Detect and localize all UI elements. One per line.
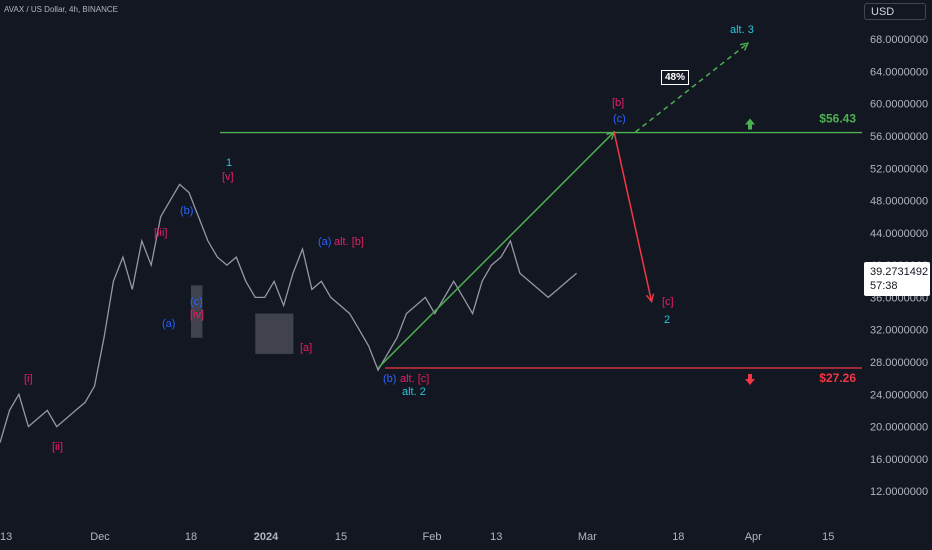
chart-title: AVAX / US Dollar, 4h, BINANCE [4,5,118,14]
price-tick-10: 28.0000000 [870,357,928,369]
date-tick-5: Feb [423,531,442,543]
price-tick-1: 64.0000000 [870,66,928,78]
price-tick-9: 32.0000000 [870,325,928,337]
zone-1 [255,313,294,354]
date-tick-2: 18 [185,531,197,543]
price-tick-6: 44.0000000 [870,228,928,240]
price-tick-0: 68.0000000 [870,34,928,46]
wave-label-14: alt. 2 [402,386,426,398]
projection-arrowhead-2 [739,42,750,51]
wave-label-4: (b) [180,205,193,217]
wave-label-19: alt. 3 [730,24,754,36]
current-price-box: 39.2731492 57:38 [864,262,930,296]
wave-label-15: [b] [612,97,624,109]
price-tick-12: 20.0000000 [870,422,928,434]
price-tick-11: 24.0000000 [870,389,928,401]
price-tick-3: 56.0000000 [870,131,928,143]
projection-0 [377,131,615,369]
date-tick-10: 15 [822,531,834,543]
consolidation-zones [191,285,294,354]
zone-0 [191,285,203,338]
wave-label-5: (c) [190,296,203,308]
date-tick-1: Dec [90,531,110,543]
wave-label-2: (a) [162,318,175,330]
wave-label-13: alt. [c] [400,373,429,385]
date-tick-7: Mar [578,531,597,543]
price-tick-14: 12.0000000 [870,486,928,498]
projection-arrowhead-0 [606,130,616,140]
wave-label-8: [v] [222,171,234,183]
date-tick-0: 13 [0,531,12,543]
support-label: $27.26 [819,371,856,385]
projection-arrowhead-1 [645,293,655,303]
date-tick-4: 15 [335,531,347,543]
current-price-value: 39.2731492 [870,266,929,278]
price-tick-4: 52.0000000 [870,163,928,175]
probability-badge: 48% [661,70,690,85]
wave-label-10: (a) [318,236,331,248]
date-tick-8: 18 [672,531,684,543]
currency-selector[interactable]: USD [864,3,926,20]
wave-label-16: (c) [613,113,626,125]
wave-label-7: 1 [226,157,232,169]
price-series [0,183,578,443]
time-axis: 13 Dec 18 2024 15 Feb 13 Mar 18 Apr 15 [0,531,834,543]
level-arrows [745,118,755,385]
price-tick-5: 48.0000000 [870,196,928,208]
wave-label-17: [c] [662,296,674,308]
price-line [0,183,578,443]
date-tick-3: 2024 [254,531,279,543]
wave-label-12: (b) [383,373,396,385]
wave-label-3: [iii] [154,227,167,239]
arrow-down-icon [745,373,755,385]
projection-2 [635,42,749,133]
key-levels: $56.43 $27.26 [220,112,862,385]
arrow-up-icon [745,118,755,130]
price-tick-2: 60.0000000 [870,99,928,111]
wave-label-18: 2 [664,314,670,326]
price-tick-13: 16.0000000 [870,454,928,466]
bar-countdown: 57:38 [870,280,898,292]
resistance-label: $56.43 [819,112,856,126]
wave-label-9: [a] [300,342,312,354]
wave-label-11: alt. [b] [334,236,364,248]
date-tick-9: Apr [745,531,762,543]
projection-1 [613,131,653,302]
wave-label-1: [ii] [52,441,63,453]
wave-label-0: [i] [24,373,33,385]
wave-labels: [i][ii](a)[iii](b)(c)[iv]1[v][a](a) alt. … [24,24,754,453]
date-tick-6: 13 [490,531,502,543]
wave-label-6: [iv] [190,309,204,321]
projection-lines [377,42,750,369]
